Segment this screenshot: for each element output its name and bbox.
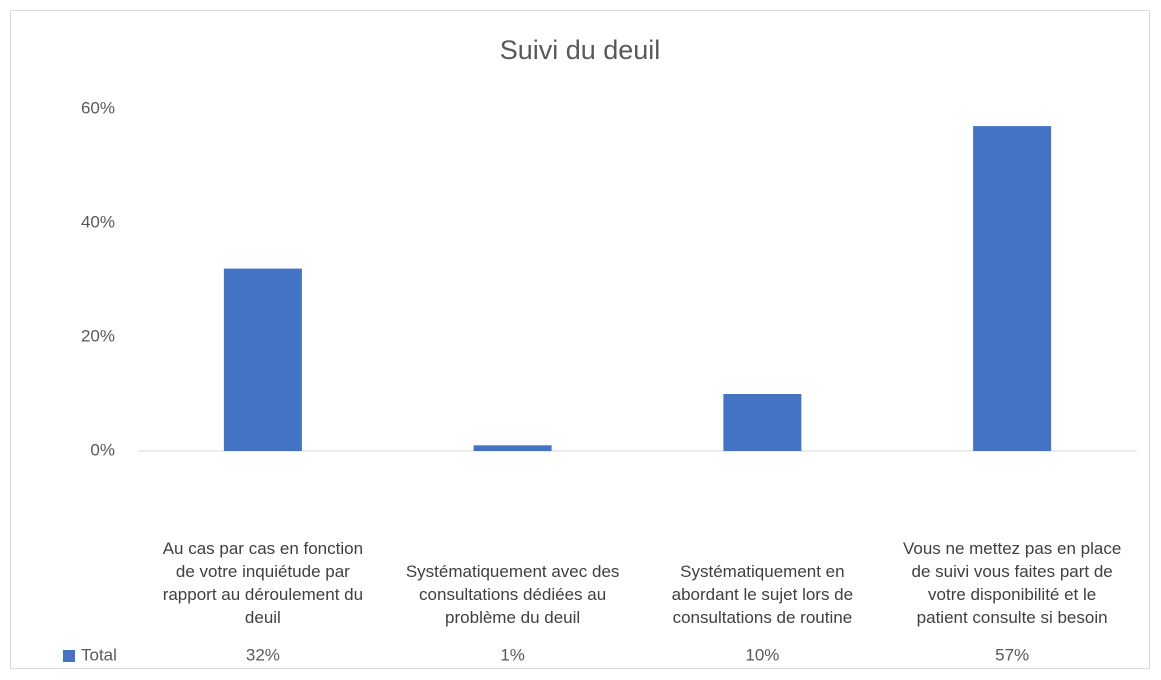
bar (473, 445, 552, 451)
y-tick-label: 40% (81, 212, 115, 231)
data-label: 57% (995, 645, 1029, 664)
bar (723, 394, 802, 451)
chart-title: Suivi du deuil (500, 35, 661, 65)
x-tick-label: Au cas par cas en fonction de votre inqu… (162, 539, 364, 627)
y-tick-label: 60% (81, 98, 115, 117)
x-tick-label: Systématiquement avec des consultations … (405, 562, 620, 627)
y-tick-label: 20% (81, 326, 115, 345)
data-label: 32% (246, 645, 280, 664)
chart-frame (10, 10, 1150, 669)
x-tick-label: Systématiquement en abordant le sujet lo… (671, 562, 854, 627)
legend-swatch (63, 650, 75, 662)
y-tick-label: 0% (90, 440, 115, 459)
bar (973, 126, 1052, 451)
data-label: 10% (745, 645, 779, 664)
data-label: 1% (500, 645, 525, 664)
legend-label: Total (81, 645, 117, 664)
x-tick-label: Vous ne mettez pas en place de suivi vou… (902, 539, 1122, 627)
bar (223, 268, 302, 451)
